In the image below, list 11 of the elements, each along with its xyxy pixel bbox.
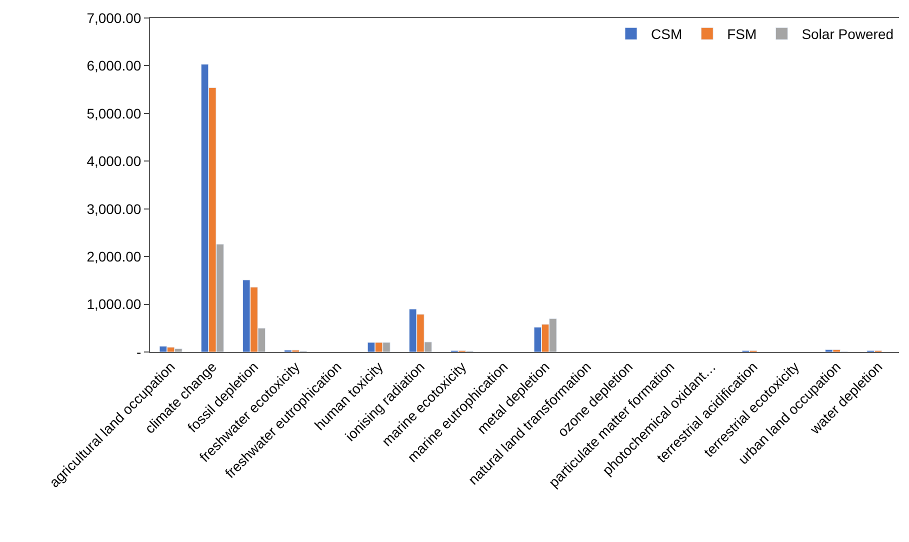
y-tick-label: 3,000.00 — [86, 200, 142, 217]
y-tick-label: 6,000.00 — [86, 58, 142, 74]
y-tick-label: 4,000.00 — [86, 153, 142, 170]
legend-label: Solar Powered — [802, 26, 894, 42]
y-tick-label: 5,000.00 — [86, 105, 142, 122]
y-tick-label: 7,000.00 — [86, 10, 142, 26]
y-tick-label: 1,000.00 — [86, 296, 142, 312]
y-tick-label: 2,000.00 — [86, 248, 142, 264]
y-tick-label: - — [136, 344, 142, 360]
legend-label: FSM — [727, 26, 757, 42]
legend-label: CSM — [651, 26, 682, 42]
